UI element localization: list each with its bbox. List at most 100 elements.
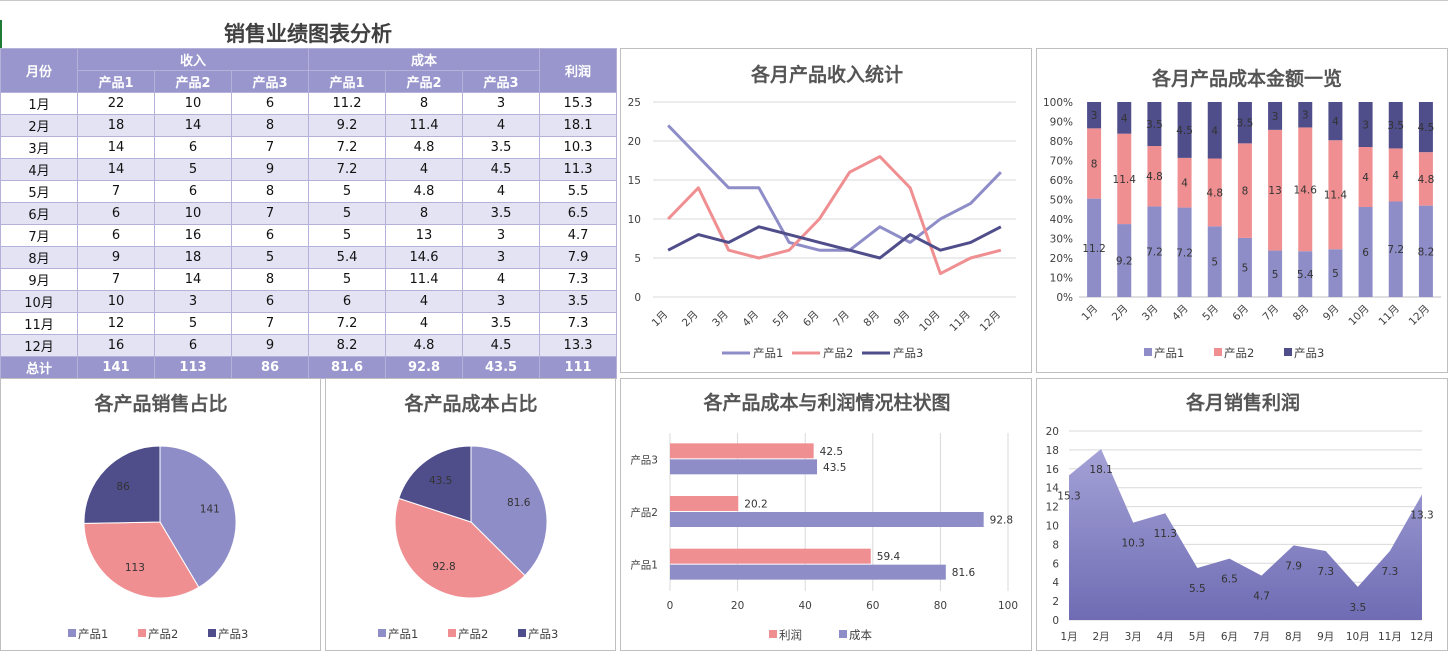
table-cell[interactable]: 5 (308, 180, 387, 203)
total-cell[interactable]: 86 (230, 356, 310, 379)
table-cell[interactable]: 5 (308, 224, 387, 247)
table-cell[interactable]: 4 (385, 158, 464, 181)
total-cell[interactable]: 113 (154, 356, 232, 379)
table-cell[interactable]: 13.3 (539, 334, 618, 357)
table-cell[interactable]: 18 (77, 114, 155, 137)
table-cell[interactable]: 6 (308, 290, 387, 313)
table-cell[interactable]: 7.3 (539, 312, 618, 335)
header-month[interactable]: 月份 (0, 48, 78, 93)
table-cell[interactable]: 11.3 (539, 158, 618, 181)
table-cell[interactable]: 5 (308, 202, 387, 225)
table-cell[interactable]: 10 (77, 290, 155, 313)
table-cell[interactable]: 10月 (0, 290, 78, 313)
table-cell[interactable]: 6 (230, 92, 310, 115)
sales-pie-chart[interactable]: 各产品销售占比 141 113 86 产品1 产品2 产品3 (0, 378, 321, 651)
table-cell[interactable]: 6 (77, 202, 155, 225)
table-cell[interactable]: 3 (462, 290, 541, 313)
table-cell[interactable]: 8.2 (308, 334, 387, 357)
table-cell[interactable]: 10.3 (539, 136, 618, 159)
total-cell[interactable]: 81.6 (308, 356, 387, 379)
table-cell[interactable]: 14 (154, 268, 232, 291)
subheader-cell[interactable]: 产品1 (308, 70, 387, 93)
table-cell[interactable]: 6 (154, 136, 232, 159)
table-cell[interactable]: 7 (77, 180, 155, 203)
cost-profit-bar-chart[interactable]: 各产品成本与利润情况柱状图 0 20 40 60 80 100 产品1 59.4 81.6 产品2 2… (620, 378, 1032, 651)
table-cell[interactable]: 7 (77, 268, 155, 291)
table-cell[interactable]: 4 (385, 290, 464, 313)
table-cell[interactable]: 7.3 (539, 268, 618, 291)
table-cell[interactable]: 6 (230, 224, 310, 247)
table-cell[interactable]: 11月 (0, 312, 78, 335)
table-cell[interactable]: 6 (154, 334, 232, 357)
total-cell[interactable]: 43.5 (462, 356, 541, 379)
table-cell[interactable]: 5月 (0, 180, 78, 203)
subheader-cell[interactable]: 产品3 (462, 70, 541, 93)
header-income[interactable]: 收入 (76, 48, 310, 71)
table-cell[interactable]: 7.2 (308, 136, 387, 159)
table-cell[interactable]: 13 (385, 224, 464, 247)
table-cell[interactable]: 9 (230, 158, 310, 181)
table-cell[interactable]: 3 (462, 224, 541, 247)
table-cell[interactable]: 8 (230, 268, 310, 291)
table-cell[interactable]: 18.1 (539, 114, 618, 137)
subheader-cell[interactable]: 产品2 (385, 70, 464, 93)
table-cell[interactable]: 3.5 (462, 312, 541, 335)
table-cell[interactable]: 3.5 (462, 136, 541, 159)
table-cell[interactable]: 5.4 (308, 246, 387, 269)
table-cell[interactable]: 4 (462, 180, 541, 203)
table-cell[interactable]: 3 (462, 92, 541, 115)
table-cell[interactable]: 9.2 (308, 114, 387, 137)
table-cell[interactable]: 18 (154, 246, 232, 269)
table-cell[interactable]: 8 (385, 92, 464, 115)
table-cell[interactable]: 9 (77, 246, 155, 269)
table-cell[interactable]: 4 (385, 312, 464, 335)
table-cell[interactable]: 4.7 (539, 224, 618, 247)
table-cell[interactable]: 8 (230, 180, 310, 203)
table-cell[interactable]: 8月 (0, 246, 78, 269)
table-cell[interactable]: 15.3 (539, 92, 618, 115)
table-cell[interactable]: 12月 (0, 334, 78, 357)
header-profit[interactable]: 利润 (539, 48, 618, 93)
table-cell[interactable]: 4.8 (385, 180, 464, 203)
table-cell[interactable]: 5.5 (539, 180, 618, 203)
table-cell[interactable]: 6 (77, 224, 155, 247)
table-cell[interactable]: 7 (230, 136, 310, 159)
table-cell[interactable]: 6.5 (539, 202, 618, 225)
total-cell[interactable]: 总计 (0, 356, 78, 379)
table-cell[interactable]: 5 (154, 158, 232, 181)
table-cell[interactable]: 4.8 (385, 334, 464, 357)
table-cell[interactable]: 3月 (0, 136, 78, 159)
table-cell[interactable]: 6 (154, 180, 232, 203)
table-cell[interactable]: 7.9 (539, 246, 618, 269)
subheader-cell[interactable]: 产品3 (230, 70, 310, 93)
table-cell[interactable]: 4.5 (462, 158, 541, 181)
subheader-cell[interactable]: 产品1 (77, 70, 155, 93)
table-cell[interactable]: 22 (77, 92, 155, 115)
header-cost[interactable]: 成本 (308, 48, 541, 71)
profit-area-chart[interactable]: 各月销售利润 0 2 4 6 8 10 12 14 16 18 20 15.3 1月 18.1 2月 10.3 3… (1036, 378, 1448, 651)
table-cell[interactable]: 16 (77, 334, 155, 357)
table-cell[interactable]: 14 (154, 114, 232, 137)
table-cell[interactable]: 3.5 (539, 290, 618, 313)
table-cell[interactable]: 1月 (0, 92, 78, 115)
cost-pie-chart[interactable]: 各产品成本占比 81.6 92.8 43.5 产品1 产品2 产品3 (325, 378, 616, 651)
table-cell[interactable]: 14 (77, 158, 155, 181)
table-cell[interactable]: 4.5 (462, 334, 541, 357)
table-cell[interactable]: 11.2 (308, 92, 387, 115)
table-cell[interactable]: 14 (77, 136, 155, 159)
total-cell[interactable]: 111 (539, 356, 618, 379)
table-cell[interactable]: 12 (77, 312, 155, 335)
total-cell[interactable]: 92.8 (385, 356, 464, 379)
table-cell[interactable]: 7月 (0, 224, 78, 247)
cost-stacked-chart[interactable]: 各月产品成本金额一览 0% 10% 20% 30% 40% 50% 60% 70% 80% 90% 1… (1036, 48, 1448, 373)
table-cell[interactable]: 3 (462, 246, 541, 269)
table-cell[interactable]: 16 (154, 224, 232, 247)
table-cell[interactable]: 5 (230, 246, 310, 269)
table-cell[interactable]: 9 (230, 334, 310, 357)
table-cell[interactable]: 10 (154, 202, 232, 225)
table-cell[interactable]: 7.2 (308, 158, 387, 181)
income-line-chart[interactable]: 各月产品收入统计 0 5 10 15 20 25 1月 2月 3月 4月 5月 6月 7月 8月 9月 10月 1… (620, 48, 1032, 373)
table-cell[interactable]: 5 (154, 312, 232, 335)
table-cell[interactable]: 2月 (0, 114, 78, 137)
table-cell[interactable]: 7.2 (308, 312, 387, 335)
